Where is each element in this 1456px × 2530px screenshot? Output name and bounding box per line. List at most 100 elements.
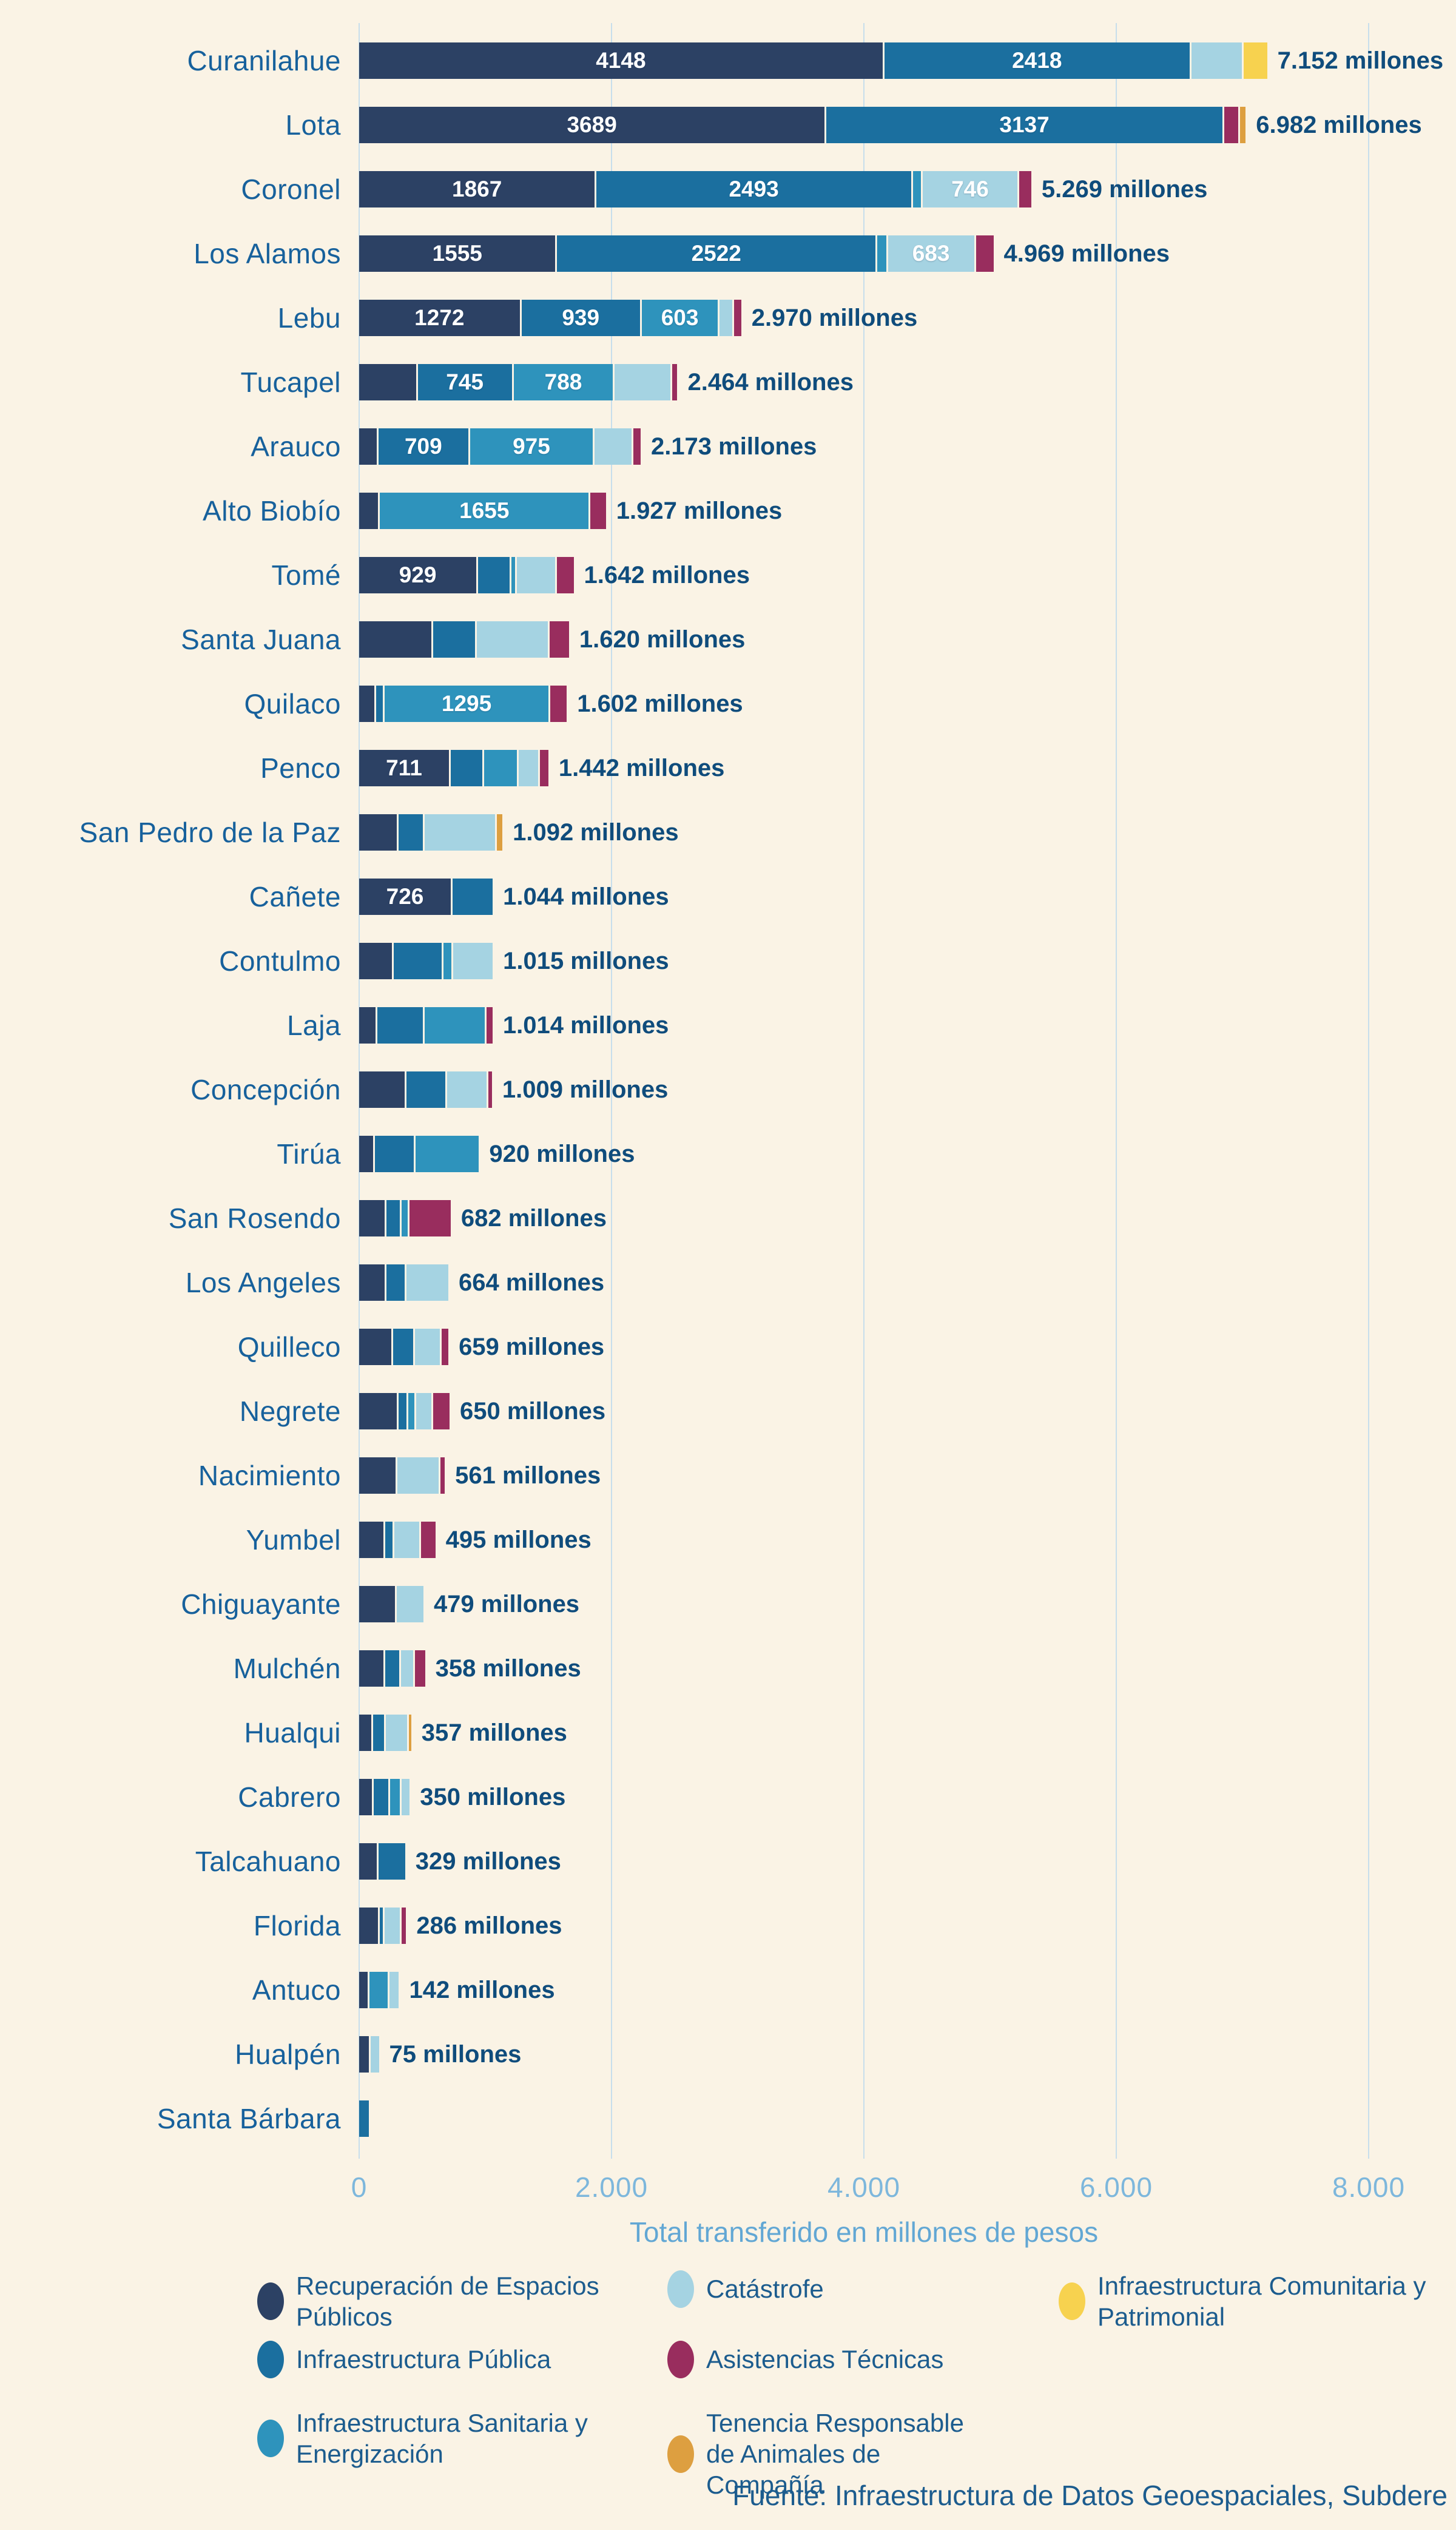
bar-segment-cat <box>453 943 493 979</box>
legend-marker-asistencias <box>667 2341 694 2378</box>
bar-row: Los Alamos 1555 2522 683 4.969 millones <box>0 221 1456 286</box>
segment-value: 745 <box>446 369 484 394</box>
total-label: 650 millones <box>460 1397 606 1425</box>
total-label: 1.009 millones <box>502 1076 669 1103</box>
row-label: Curanilahue <box>187 45 341 76</box>
bar-segment-rec <box>359 1071 405 1108</box>
bar-row: Negrete 650 millones <box>0 1379 1456 1443</box>
gridline <box>1116 23 1117 2159</box>
bar-segment-cat: 746 <box>923 171 1017 207</box>
bar <box>359 1650 425 1687</box>
legend-marker-comunitaria <box>1059 2282 1085 2321</box>
bar-segment-asi <box>440 1457 445 1494</box>
bar-segment-cat <box>406 1264 448 1301</box>
bar-segment-cat <box>518 750 539 786</box>
total-label: 1.620 millones <box>579 626 746 653</box>
total-label: 1.015 millones <box>503 947 669 974</box>
row-label: Coronel <box>241 174 341 205</box>
bar-segment-rec <box>359 943 393 979</box>
x-tick-label: 6.000 <box>1079 2171 1153 2203</box>
legend-label: Recuperación de Espacios Públicos <box>296 2272 599 2332</box>
total-label: 920 millones <box>489 1140 635 1167</box>
total-label: 659 millones <box>459 1333 605 1360</box>
segment-value: 3137 <box>999 112 1050 137</box>
bar-segment-pub <box>385 1522 393 1558</box>
row-label: San Rosendo <box>168 1203 341 1234</box>
bar-segment-pub <box>406 1071 446 1108</box>
bar-segment-asi <box>976 235 994 272</box>
bar-segment-pub <box>380 1908 383 1944</box>
bar-segment-rec: 3689 <box>359 107 825 143</box>
bar-row: Tucapel 745 788 2.464 millones <box>0 350 1456 414</box>
bar-segment-asi <box>486 1007 493 1044</box>
segment-value: 788 <box>544 369 582 394</box>
row-label: Santa Juana <box>181 624 341 655</box>
bar-segment-pub <box>373 1779 388 1815</box>
bar-row: Santa Juana 1.620 millones <box>0 607 1456 672</box>
bar-segment-cat <box>517 557 555 593</box>
bar-segment-rec <box>359 814 397 851</box>
bar: 1555 2522 683 <box>359 235 994 272</box>
segment-value: 1655 <box>459 498 510 523</box>
bar-segment-asi <box>672 364 678 400</box>
total-label: 2.464 millones <box>687 368 854 396</box>
row-label: Quilleco <box>237 1331 341 1363</box>
total-label: 1.092 millones <box>513 818 679 846</box>
total-label: 1.927 millones <box>616 497 783 524</box>
bar-row: San Pedro de la Paz 1.092 millones <box>0 800 1456 865</box>
bar-row: Tirúa 920 millones <box>0 1122 1456 1186</box>
bar-segment-rec <box>359 428 377 465</box>
row-label: Los Alamos <box>194 238 341 269</box>
bar-segment-pub <box>359 2100 369 2137</box>
bar-segment-cat <box>397 1586 423 1622</box>
bar-segment-cat <box>401 1650 414 1687</box>
row-label: Florida <box>253 1910 341 1941</box>
legend-label: Tenencia Responsable de Animales de Comp… <box>706 2409 964 2500</box>
bar-segment-rec <box>359 1393 397 1429</box>
bar-segment-pub: 939 <box>521 300 640 336</box>
bar <box>359 1457 445 1494</box>
bar-segment-cat <box>415 1329 440 1365</box>
bar: 3689 3137 <box>359 107 1246 143</box>
legend-marker-sanitaria <box>257 2420 284 2458</box>
bar-row: Chiguayante 479 millones <box>0 1572 1456 1636</box>
bar-rows: Curanilahue 4148 2418 7.152 millones Lota 368… <box>0 29 1456 2151</box>
bar <box>359 1136 479 1172</box>
legend-label: Infraestructura Comunitaria y Patrimonia… <box>1097 2272 1426 2332</box>
bar-segment-san <box>443 943 451 979</box>
total-label: 357 millones <box>421 1719 567 1746</box>
x-tick-label: 8.000 <box>1332 2171 1406 2203</box>
total-label: 561 millones <box>455 1462 601 1489</box>
segment-value: 2418 <box>1012 48 1062 73</box>
bar-segment-pub <box>393 1329 414 1365</box>
bar-segment-cat: 683 <box>888 235 974 272</box>
bar-row: Concepción 1.009 millones <box>0 1058 1456 1122</box>
segment-value: 1867 <box>452 177 502 201</box>
row-label: Yumbel <box>246 1524 341 1556</box>
bar-segment-pub <box>450 750 482 786</box>
bar <box>359 1972 399 2008</box>
bar-segment-cat <box>370 2036 379 2073</box>
bar-segment-asi <box>409 1200 451 1236</box>
bar-segment-pub <box>385 1650 400 1687</box>
row-label: Los Angeles <box>185 1267 341 1298</box>
bar-segment-asi <box>441 1329 449 1365</box>
bar-segment-ten <box>1239 107 1246 143</box>
segment-value: 929 <box>399 562 437 587</box>
total-label: 1.044 millones <box>503 883 669 910</box>
legend-item: Infraestructura Comunitaria y Patrimonia… <box>1059 2270 1456 2332</box>
bar-segment-asi <box>488 1071 492 1108</box>
bar <box>359 1071 492 1108</box>
bar-segment-rec <box>359 1007 376 1044</box>
bar-segment-asi <box>1019 171 1031 207</box>
total-label: 75 millones <box>389 2040 522 2068</box>
total-label: 1.642 millones <box>584 561 750 589</box>
segment-value: 726 <box>386 884 424 909</box>
bar-segment-asi <box>433 1393 450 1429</box>
row-label: Tirúa <box>277 1138 341 1170</box>
bar-segment-asi <box>421 1522 436 1558</box>
row-label: Tucapel <box>240 366 341 398</box>
bar-row: Antuco 142 millones <box>0 1958 1456 2022</box>
legend-item: Infraestructura Pública <box>257 2341 551 2378</box>
segment-value: 1295 <box>441 691 492 716</box>
